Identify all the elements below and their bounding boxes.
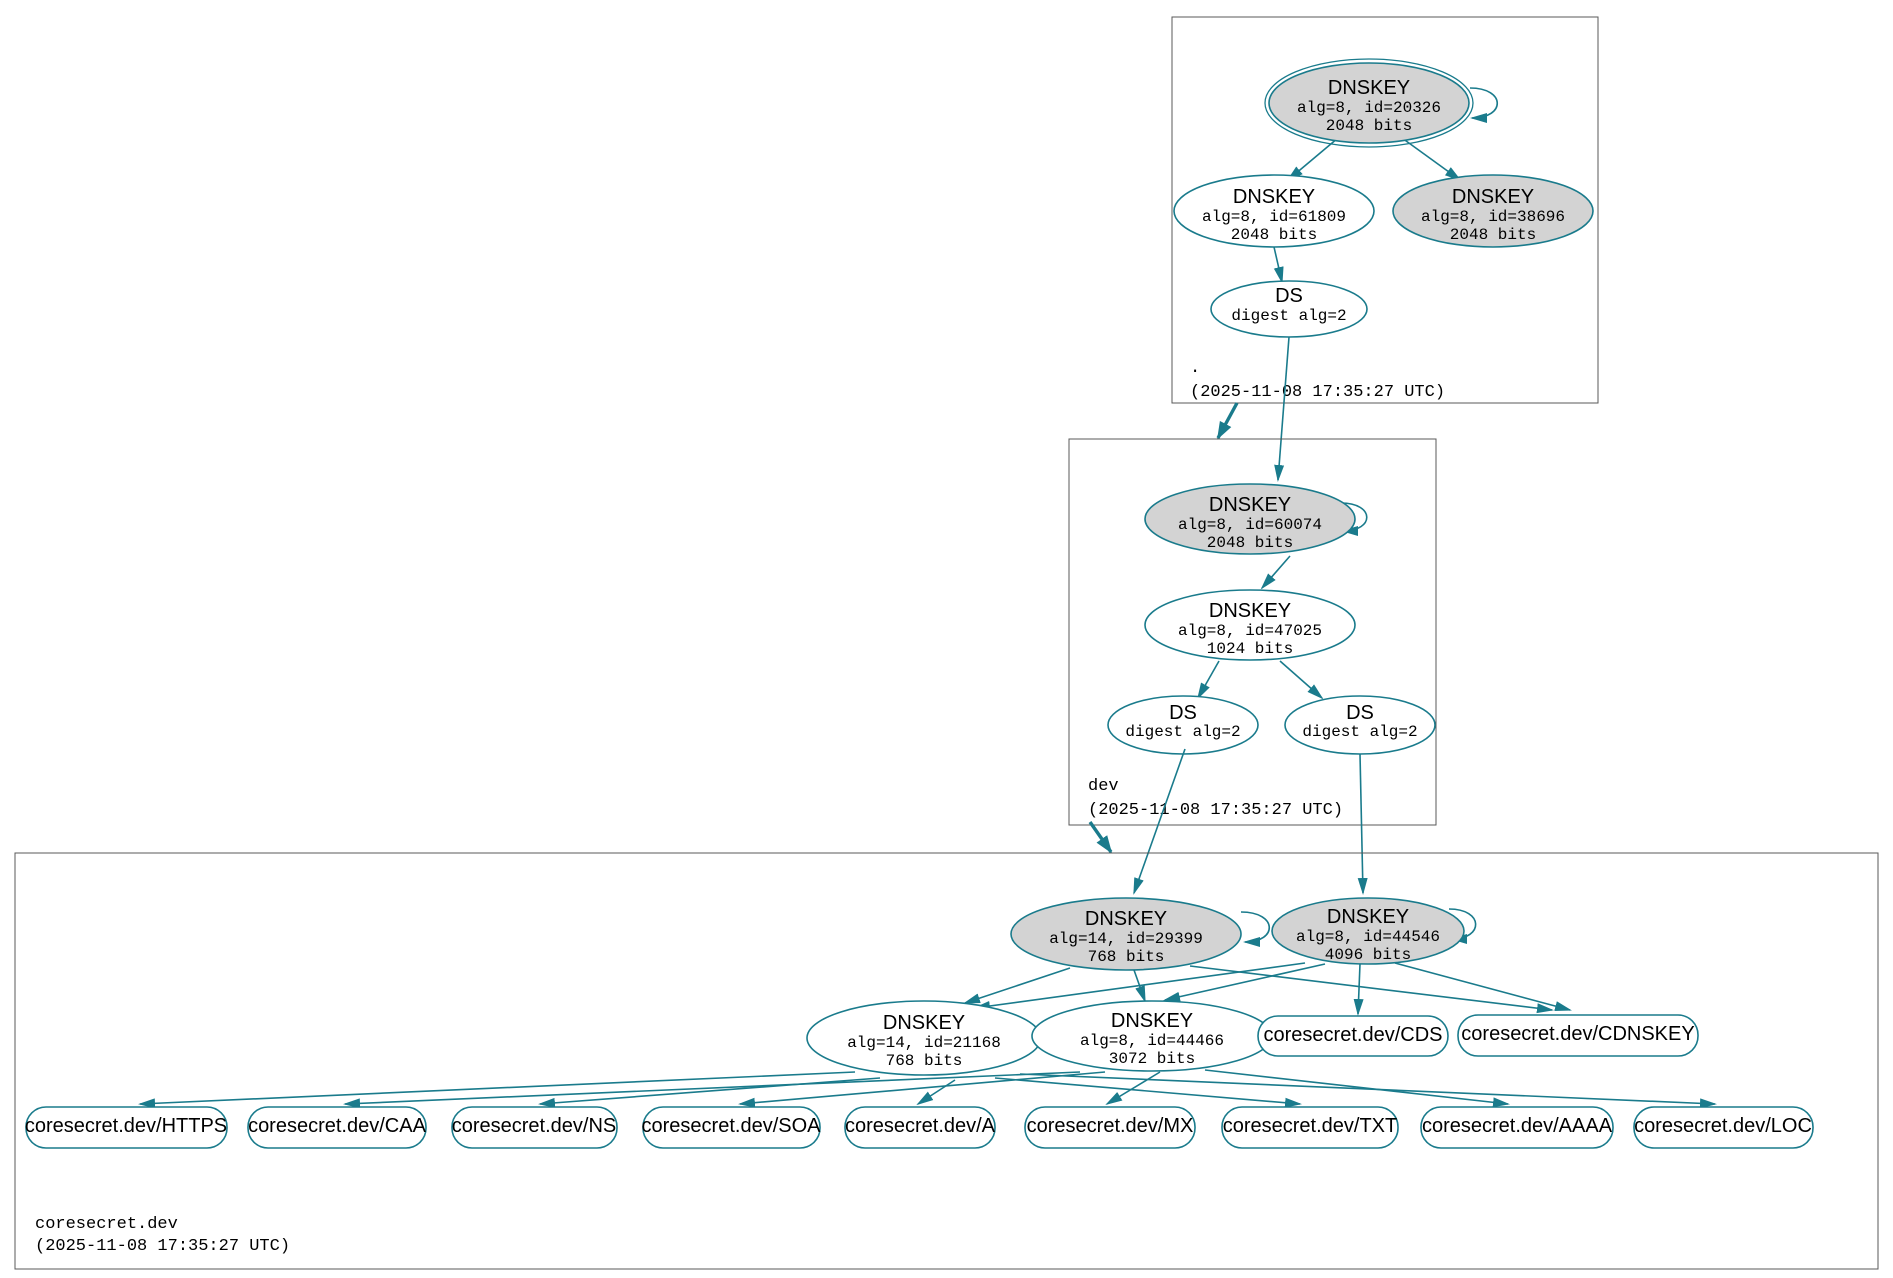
svg-text:DNSKEY: DNSKEY	[1085, 908, 1167, 930]
svg-text:768 bits: 768 bits	[886, 1052, 963, 1070]
svg-text:alg=14, id=21168: alg=14, id=21168	[847, 1034, 1001, 1052]
svg-text:digest alg=2: digest alg=2	[1125, 723, 1240, 741]
svg-text:coresecret.dev/LOC: coresecret.dev/LOC	[1634, 1115, 1812, 1137]
svg-text:coresecret.dev/CDS: coresecret.dev/CDS	[1264, 1024, 1443, 1046]
svg-text:alg=8, id=60074: alg=8, id=60074	[1178, 516, 1322, 534]
svg-text:(2025-11-08 17:35:27 UTC): (2025-11-08 17:35:27 UTC)	[35, 1237, 290, 1256]
svg-text:(2025-11-08 17:35:27 UTC): (2025-11-08 17:35:27 UTC)	[1190, 383, 1445, 402]
svg-text:2048 bits: 2048 bits	[1326, 117, 1412, 135]
svg-text:coresecret.dev/AAAA: coresecret.dev/AAAA	[1422, 1115, 1613, 1137]
svg-text:dev: dev	[1088, 777, 1119, 796]
svg-text:2048 bits: 2048 bits	[1207, 534, 1293, 552]
svg-text:DNSKEY: DNSKEY	[1209, 600, 1291, 622]
svg-text:DNSKEY: DNSKEY	[1452, 186, 1534, 208]
svg-text:alg=8, id=47025: alg=8, id=47025	[1178, 622, 1322, 640]
svg-text:coresecret.dev: coresecret.dev	[35, 1215, 178, 1234]
svg-text:(2025-11-08 17:35:27 UTC): (2025-11-08 17:35:27 UTC)	[1088, 801, 1343, 820]
svg-text:DS: DS	[1275, 285, 1303, 307]
svg-text:coresecret.dev/CAA: coresecret.dev/CAA	[248, 1115, 427, 1137]
svg-text:DS: DS	[1346, 702, 1374, 724]
svg-text:4096 bits: 4096 bits	[1325, 946, 1411, 964]
svg-text:3072 bits: 3072 bits	[1109, 1050, 1195, 1068]
svg-text:coresecret.dev/TXT: coresecret.dev/TXT	[1223, 1115, 1398, 1137]
svg-text:coresecret.dev/CDNSKEY: coresecret.dev/CDNSKEY	[1461, 1023, 1694, 1045]
svg-text:768 bits: 768 bits	[1088, 948, 1165, 966]
svg-text:2048 bits: 2048 bits	[1450, 226, 1536, 244]
svg-text:DNSKEY: DNSKEY	[1233, 186, 1315, 208]
svg-text:coresecret.dev/MX: coresecret.dev/MX	[1027, 1115, 1194, 1137]
svg-text:DNSKEY: DNSKEY	[1111, 1010, 1193, 1032]
svg-text:coresecret.dev/SOA: coresecret.dev/SOA	[642, 1115, 822, 1137]
svg-text:DNSKEY: DNSKEY	[1209, 494, 1291, 516]
svg-text:alg=14, id=29399: alg=14, id=29399	[1049, 930, 1203, 948]
svg-text:1024 bits: 1024 bits	[1207, 640, 1293, 658]
svg-text:digest alg=2: digest alg=2	[1231, 307, 1346, 325]
svg-text:alg=8, id=44546: alg=8, id=44546	[1296, 928, 1440, 946]
svg-text:coresecret.dev/HTTPS: coresecret.dev/HTTPS	[25, 1115, 227, 1137]
svg-text:coresecret.dev/A: coresecret.dev/A	[845, 1115, 996, 1137]
svg-text:2048 bits: 2048 bits	[1231, 226, 1317, 244]
svg-text:DS: DS	[1169, 702, 1197, 724]
svg-text:alg=8, id=61809: alg=8, id=61809	[1202, 208, 1346, 226]
svg-text:coresecret.dev/NS: coresecret.dev/NS	[452, 1115, 617, 1137]
svg-text:DNSKEY: DNSKEY	[1327, 906, 1409, 928]
svg-text:DNSKEY: DNSKEY	[883, 1012, 965, 1034]
svg-text:DNSKEY: DNSKEY	[1328, 77, 1410, 99]
svg-text:.: .	[1190, 359, 1200, 378]
svg-text:digest alg=2: digest alg=2	[1302, 723, 1417, 741]
svg-text:alg=8, id=44466: alg=8, id=44466	[1080, 1032, 1224, 1050]
svg-text:alg=8, id=20326: alg=8, id=20326	[1297, 99, 1441, 117]
svg-text:alg=8, id=38696: alg=8, id=38696	[1421, 208, 1565, 226]
